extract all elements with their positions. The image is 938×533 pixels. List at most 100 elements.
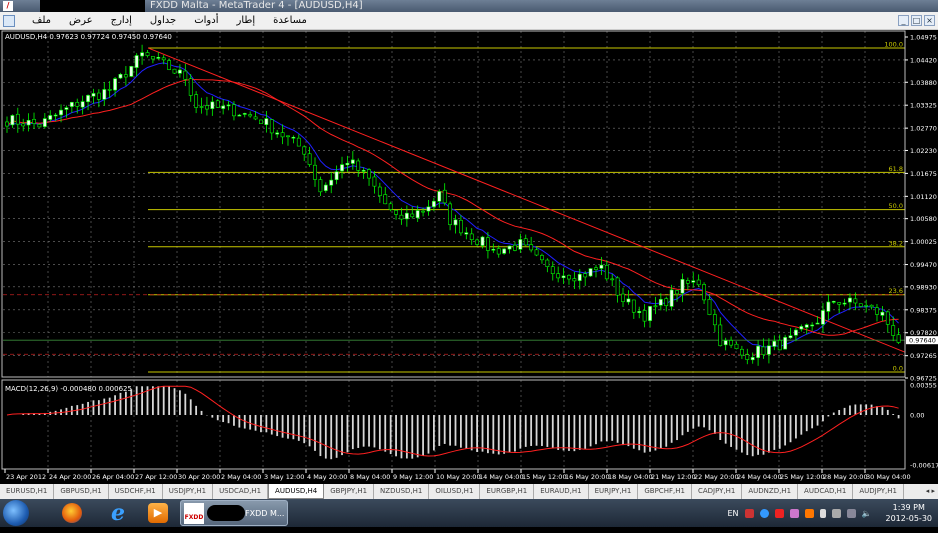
candle bbox=[264, 110, 269, 133]
tab-eurjpy-h1[interactable]: EURJPY,H1 bbox=[589, 484, 639, 499]
firefox-icon[interactable] bbox=[62, 503, 82, 523]
menu-help[interactable]: مساعدة bbox=[273, 15, 307, 26]
tab-usdcad-h1[interactable]: USDCAD,H1 bbox=[213, 484, 269, 499]
candle-body bbox=[810, 324, 815, 327]
internet-explorer-icon[interactable]: e bbox=[111, 500, 125, 526]
price-chart[interactable]: 100.0 61.8 50.0 38.2 23.6 0.0 1.04975 1.04420 1… bbox=[0, 0, 938, 484]
candle bbox=[431, 197, 436, 212]
system-tray: EN 🔈 1:39 PM 2012-05-30 bbox=[727, 499, 938, 527]
tab-audusd-h4[interactable]: AUDUSD,H4 bbox=[268, 484, 325, 499]
menu-charts[interactable]: جداول bbox=[149, 15, 177, 26]
candle-body bbox=[853, 298, 858, 304]
clock[interactable]: 1:39 PM 2012-05-30 bbox=[886, 502, 933, 524]
candle bbox=[167, 58, 172, 71]
menu-tools[interactable]: أدوات bbox=[194, 15, 219, 26]
tray-app-icon[interactable] bbox=[774, 508, 784, 518]
tab-usdchf-h1[interactable]: USDCHF,H1 bbox=[109, 484, 163, 499]
candle bbox=[80, 95, 85, 115]
tab-usdjpy-h1[interactable]: USDJPY,H1 bbox=[163, 484, 214, 499]
candle-body bbox=[583, 273, 588, 278]
tab-eurusd-h1[interactable]: EURUSD,H1 bbox=[0, 484, 55, 499]
candle bbox=[113, 76, 117, 97]
candle-body bbox=[491, 248, 496, 251]
start-button[interactable] bbox=[3, 500, 29, 526]
candle bbox=[637, 306, 642, 319]
tab-oilusd-h1[interactable]: OILUSD,H1 bbox=[429, 484, 481, 499]
candle bbox=[123, 66, 128, 86]
tab-audnzd-h1[interactable]: AUDNZD,H1 bbox=[742, 484, 799, 499]
candle-body bbox=[502, 248, 507, 254]
close-button[interactable]: × bbox=[924, 15, 935, 26]
candle bbox=[858, 303, 863, 308]
tab-scroll-arrows[interactable]: ◂ ▸ bbox=[925, 487, 935, 495]
chart-header: AUDUSD,H4 0.97623 0.97724 0.97450 0.9764… bbox=[5, 33, 172, 41]
tray-app-icon[interactable] bbox=[789, 508, 799, 518]
candle-body bbox=[431, 200, 436, 208]
candle bbox=[10, 114, 15, 128]
candle-body bbox=[794, 329, 798, 336]
candle bbox=[172, 68, 177, 74]
candle-body bbox=[69, 102, 74, 107]
tab-audjpy-h1[interactable]: AUDJPY,H1 bbox=[853, 484, 904, 499]
candle-body bbox=[421, 210, 425, 213]
macd-pane-frame bbox=[1, 379, 906, 470]
language-indicator[interactable]: EN bbox=[727, 508, 739, 518]
candle-body bbox=[188, 78, 193, 96]
candle-body bbox=[140, 52, 144, 57]
price-label: 1.03325 bbox=[910, 102, 937, 110]
candle-body bbox=[210, 101, 215, 109]
tab-gbpchf-h1[interactable]: GBPCHF,H1 bbox=[638, 484, 692, 499]
candle bbox=[86, 94, 90, 111]
candle-body bbox=[475, 239, 480, 245]
tray-app-icon[interactable] bbox=[759, 508, 769, 518]
tab-gbpjpy-h1[interactable]: GBPJPY,H1 bbox=[324, 484, 375, 499]
tab-euraud-h1[interactable]: EURAUD,H1 bbox=[534, 484, 589, 499]
tab-eurgbp-h1[interactable]: EURGBP,H1 bbox=[480, 484, 535, 499]
price-label: 0.97820 bbox=[910, 329, 937, 337]
flag-icon[interactable] bbox=[819, 508, 826, 518]
taskbar-app-metatrader[interactable]: FXDD FXDD M... bbox=[180, 500, 288, 526]
candle bbox=[712, 309, 717, 332]
tab-gbpusd-h1[interactable]: GBPUSD,H1 bbox=[54, 484, 109, 499]
candle-body bbox=[113, 78, 117, 91]
candle bbox=[161, 54, 166, 65]
price-label: 1.00580 bbox=[910, 215, 937, 223]
restore-button[interactable]: □ bbox=[911, 15, 922, 26]
window-title: FXDD Malta - MetaTrader 4 - [AUDUSD,H4] bbox=[150, 0, 363, 11]
chart-window-icon[interactable] bbox=[3, 14, 15, 27]
volume-icon[interactable]: 🔈 bbox=[861, 508, 872, 518]
candle bbox=[772, 335, 777, 351]
candle-body bbox=[707, 299, 712, 315]
candle-body bbox=[5, 121, 9, 127]
network-icon[interactable] bbox=[846, 508, 856, 518]
candle bbox=[567, 274, 571, 285]
menu-file[interactable]: ملف bbox=[32, 15, 52, 26]
tab-nzdusd-h1[interactable]: NZDUSD,H1 bbox=[374, 484, 430, 499]
macd-scale-label: 0.00 bbox=[910, 412, 924, 420]
menu-window[interactable]: إطار bbox=[236, 15, 256, 26]
price-label: 0.98375 bbox=[910, 306, 937, 314]
candle bbox=[669, 284, 674, 311]
power-icon[interactable] bbox=[831, 508, 841, 518]
candle-body bbox=[399, 214, 404, 220]
candle-body bbox=[64, 107, 69, 110]
candle bbox=[69, 101, 74, 113]
candle-body bbox=[205, 105, 209, 110]
tray-app-icon[interactable] bbox=[744, 508, 754, 518]
minimize-button[interactable]: _ bbox=[898, 15, 909, 26]
tray-app-icon[interactable] bbox=[804, 508, 814, 518]
price-label: 1.04975 bbox=[910, 34, 937, 42]
candle-body bbox=[459, 219, 463, 234]
candle-body bbox=[442, 189, 447, 204]
candle bbox=[237, 113, 242, 117]
candle-body bbox=[480, 236, 485, 246]
media-player-icon[interactable]: ▶ bbox=[148, 503, 168, 523]
menu-view[interactable]: عرض bbox=[69, 15, 93, 26]
tab-audcad-h1[interactable]: AUDCAD,H1 bbox=[798, 484, 854, 499]
candle bbox=[826, 294, 831, 321]
candle-body bbox=[664, 298, 669, 307]
time-label: 4 May 20:00 bbox=[307, 473, 347, 481]
candle bbox=[550, 261, 555, 281]
menu-insert[interactable]: إدارج bbox=[110, 15, 132, 26]
tab-cadjpy-h1[interactable]: CADJPY,H1 bbox=[692, 484, 743, 499]
